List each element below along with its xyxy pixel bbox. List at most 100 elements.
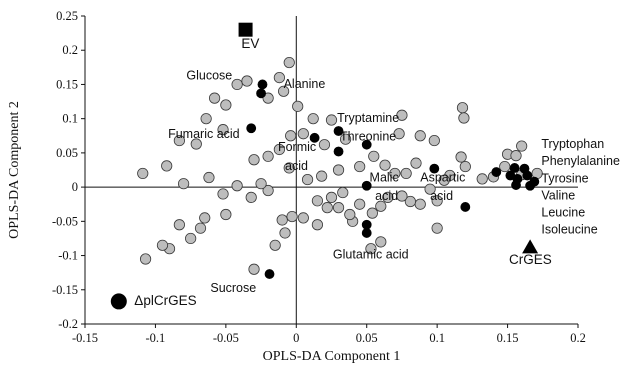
scatter-point — [393, 128, 405, 140]
scatter-point — [459, 160, 471, 173]
scatter-point — [220, 99, 232, 111]
scatter-point — [217, 124, 229, 136]
scatter-point — [241, 75, 253, 87]
point-annotation: acid — [285, 159, 308, 173]
scatter-point — [200, 113, 212, 125]
highlighted-point — [309, 132, 320, 143]
y-tick-label: 0.15 — [56, 77, 78, 91]
highlighted-point — [361, 139, 372, 150]
scatter-point — [262, 184, 274, 197]
point-annotation: Alanine — [284, 77, 326, 91]
y-tick-label: 0.2 — [62, 43, 78, 57]
scatter-point — [325, 191, 338, 203]
scatter-point — [438, 174, 450, 186]
axes — [84, 16, 578, 325]
scatter-point — [325, 114, 338, 126]
highlighted-point — [333, 146, 344, 157]
scatter-point — [410, 157, 422, 169]
x-tick-label: 0.15 — [497, 331, 519, 345]
y-tick-label: -0.15 — [52, 283, 78, 297]
x-tick-label: 0.05 — [356, 331, 378, 345]
scatter-point — [245, 191, 257, 203]
scatter-point — [248, 154, 260, 166]
scatter-point — [476, 173, 488, 185]
scatter-point — [337, 186, 349, 199]
point-annotation: Tryptamine — [337, 111, 399, 125]
scatter-point — [510, 150, 522, 162]
y-tick-label: -0.1 — [58, 249, 78, 263]
point-annotation: acid — [430, 189, 453, 203]
scatter-point — [283, 56, 295, 69]
highlighted-point — [257, 79, 268, 90]
y-tick-label: 0.05 — [56, 146, 78, 160]
y-tick-label: 0 — [72, 180, 78, 194]
scatter-point — [190, 138, 202, 150]
scatter-point — [318, 139, 331, 151]
group-marker-plcrges — [110, 293, 127, 310]
point-annotation: Phenylalanine — [541, 154, 620, 168]
scatter-point — [220, 208, 232, 221]
group-markers — [110, 22, 539, 310]
scatter-point — [332, 202, 345, 214]
point-annotation: Leucine — [541, 206, 585, 220]
scatter-point — [156, 239, 169, 251]
highlighted-points — [246, 79, 540, 279]
scatter-point — [428, 134, 440, 147]
highlighted-point — [525, 180, 536, 191]
highlighted-point — [460, 202, 471, 212]
scatter-point — [178, 178, 190, 190]
group-marker-crges — [522, 239, 539, 254]
scatter-point — [414, 198, 426, 210]
scatter-point — [285, 130, 297, 142]
scatter-point — [354, 160, 366, 173]
scatter-point — [203, 171, 215, 184]
highlighted-point — [509, 163, 520, 173]
scatter-point — [185, 232, 197, 245]
scatter-point — [389, 167, 401, 180]
scatter-point — [231, 78, 243, 91]
y-axis-label: OPLS-DA Component 2 — [7, 101, 22, 239]
highlighted-point — [361, 180, 372, 191]
scatter-point — [366, 207, 378, 219]
point-annotation: Sucrose — [210, 281, 256, 295]
scatter-point — [311, 219, 324, 231]
scatter-point — [173, 134, 185, 147]
scatter-point — [400, 167, 412, 180]
x-axis-label: OPLS-DA Component 1 — [263, 349, 401, 364]
scatter-point — [194, 222, 207, 234]
highlighted-point — [333, 126, 344, 136]
y-tick-label: -0.2 — [58, 317, 78, 331]
scatter-point — [262, 150, 274, 162]
group-marker-ev — [238, 22, 253, 37]
scatter-point — [332, 164, 345, 176]
scatter-point — [456, 102, 469, 114]
y-tick-label: 0.1 — [62, 112, 78, 126]
scatter-point — [269, 239, 281, 251]
point-annotation: Tyrosine — [541, 171, 588, 185]
x-tick-label: -0.1 — [146, 331, 166, 345]
scatter-point — [208, 92, 221, 104]
y-tick-label: -0.05 — [52, 214, 78, 228]
scatter-point — [311, 195, 324, 207]
scatter-point — [424, 183, 436, 195]
x-tick-label: 0.1 — [429, 331, 445, 345]
scatter-point — [431, 195, 443, 207]
point-annotation: EV — [241, 36, 259, 51]
point-annotation: Glucose — [186, 69, 232, 83]
scatter-point — [283, 162, 295, 174]
scatter-point — [379, 159, 391, 171]
point-annotation: Isoleucine — [541, 223, 597, 237]
grey-points — [137, 56, 543, 275]
scatter-point — [248, 263, 260, 275]
scatter-point — [307, 113, 319, 125]
scatter-point — [279, 227, 291, 239]
scatter-point — [396, 190, 408, 202]
highlighted-point — [429, 163, 440, 174]
scatter-point — [431, 222, 443, 234]
scatter-point — [344, 208, 356, 221]
point-annotation: Glutamic acid — [333, 247, 409, 261]
scatter-point — [354, 198, 366, 210]
scatter-point — [297, 212, 309, 224]
highlighted-point — [246, 123, 257, 134]
scatter-point — [286, 210, 298, 223]
